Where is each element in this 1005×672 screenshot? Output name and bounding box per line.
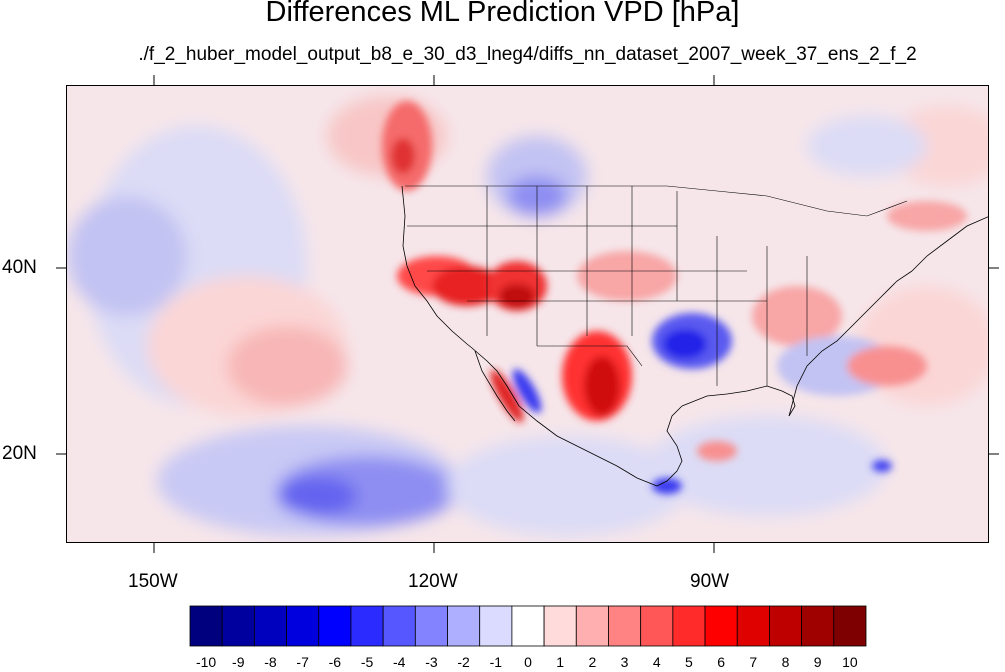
field-large-scale (67, 96, 988, 536)
colorbar-tick-label: 3 (620, 654, 629, 670)
colorbar-swatch (286, 605, 320, 647)
colorbar-swatch (543, 605, 577, 647)
colorbar-swatch (769, 605, 803, 647)
colorbar-tick-label: -3 (425, 654, 438, 670)
colorbar-tick-label: 5 (685, 654, 693, 670)
colorbar-swatch (672, 605, 706, 647)
colorbar-tick-label: -10 (195, 654, 217, 670)
colorbar-tick-label: 0 (524, 654, 532, 670)
colorbar-tick-label: 9 (813, 654, 822, 670)
map-subtitle: ./f_2_huber_model_output_b8_e_30_d3_lneg… (138, 44, 917, 65)
state-borders (405, 185, 908, 386)
colorbar-swatch (704, 605, 738, 647)
colorbar (189, 605, 867, 647)
colorbar-swatch (736, 605, 770, 647)
colorbar-tick-label: 8 (781, 654, 790, 670)
colorbar-tick-label: 6 (717, 654, 726, 670)
coastlines (401, 185, 988, 487)
colorbar-tick-label: 4 (652, 654, 661, 670)
colorbar-tick-label: 2 (588, 654, 597, 670)
colorbar-swatch (447, 605, 481, 647)
colorbar-swatch (479, 605, 513, 647)
map-title: Differences ML Prediction VPD [hPa] (265, 0, 740, 28)
colorbar-swatch (221, 605, 255, 647)
colorbar-tick-label: -4 (393, 654, 406, 670)
colorbar-swatch (189, 605, 223, 647)
colorbar-swatch (414, 605, 448, 647)
colorbar-swatch (511, 605, 545, 647)
colorbar-swatch (575, 605, 609, 647)
colorbar-tick-label: 7 (749, 654, 758, 670)
lon-label-150w: 150W (128, 571, 178, 592)
colorbar-tick-label: -2 (457, 654, 470, 670)
field-features (382, 101, 967, 494)
vpd-difference-map (66, 85, 989, 543)
colorbar-tick-label: -1 (489, 654, 503, 670)
lon-label-120w: 120W (408, 571, 458, 592)
colorbar-swatch (608, 605, 642, 647)
colorbar-tick-label: 1 (556, 654, 565, 670)
colorbar-tick-label: -8 (264, 654, 277, 670)
colorbar-swatch (382, 605, 416, 647)
colorbar-tick-label: 10 (842, 654, 858, 670)
colorbar-swatch (640, 605, 674, 647)
lat-label-20n: 20N (2, 443, 37, 464)
lat-label-40n: 40N (2, 257, 37, 278)
colorbar-swatch (253, 605, 287, 647)
colorbar-swatch (318, 605, 352, 647)
colorbar-tick-label: -5 (360, 654, 374, 670)
colorbar-swatch (350, 605, 384, 647)
map-canvas (67, 86, 988, 542)
colorbar-tick-label: -6 (328, 654, 342, 670)
colorbar-tick-label: -9 (232, 654, 245, 670)
colorbar-swatch (833, 605, 867, 647)
lon-label-90w: 90W (690, 571, 730, 592)
colorbar-swatch (801, 605, 835, 647)
colorbar-tick-label: -7 (296, 654, 309, 670)
